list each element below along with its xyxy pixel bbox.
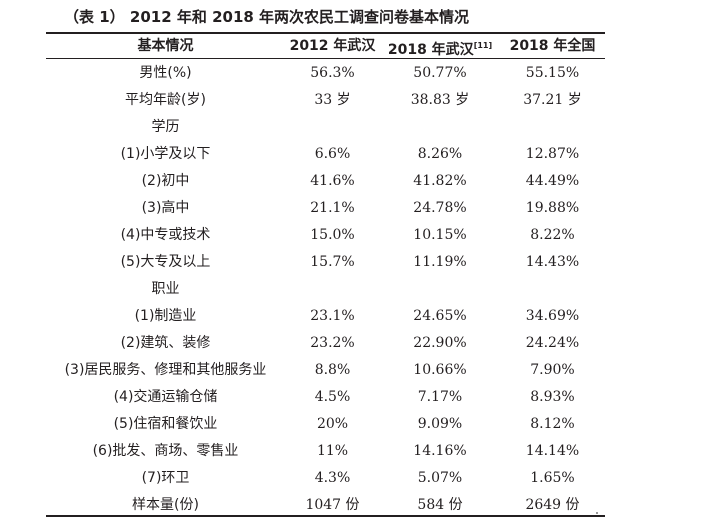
value-2018-national: 55.15% bbox=[525, 65, 580, 81]
table-row: (1)制造业 23.1% 24.65% 34.69% bbox=[46, 303, 605, 330]
value-2018-national: 37.21 岁 bbox=[523, 92, 582, 108]
value-2018-wuhan bbox=[380, 276, 500, 303]
value-2018-national: 14.43% bbox=[525, 254, 580, 270]
value-2018-national: 8.93% bbox=[530, 389, 575, 405]
value-2012-wuhan: 23.1% bbox=[310, 308, 355, 324]
table-row: 男性(%) 56.3% 50.77% 55.15% bbox=[46, 60, 605, 87]
value-2018-wuhan: 24.78% bbox=[413, 200, 467, 216]
value-2012-wuhan: 23.2% bbox=[310, 335, 355, 351]
table-row: (6)批发、商场、零售业 11% 14.16% 14.14% bbox=[46, 438, 605, 465]
value-2012-wuhan: 21.1% bbox=[310, 200, 355, 216]
row-label: (6)批发、商场、零售业 bbox=[92, 443, 239, 459]
row-label: (5)住宿和餐饮业 bbox=[113, 416, 218, 432]
value-2012-wuhan: 20% bbox=[316, 416, 349, 432]
value-2018-national: 34.69% bbox=[525, 308, 580, 324]
value-2018-wuhan: 24.65% bbox=[413, 308, 467, 324]
row-label: (3)居民服务、修理和其他服务业 bbox=[64, 362, 267, 378]
table-body: 男性(%) 56.3% 50.77% 55.15% 平均年龄(岁) 33 岁 38.83 岁… bbox=[46, 60, 605, 519]
row-label: 样本量(份) bbox=[132, 497, 199, 513]
table-row: (2)建筑、装修 23.2% 22.90% 24.24% bbox=[46, 330, 605, 357]
header-2018-wuhan-label: 2018 年武汉 bbox=[387, 42, 474, 58]
value-2018-wuhan: 584 份 bbox=[417, 497, 463, 513]
value-2018-national: 2649 份 bbox=[525, 497, 580, 513]
value-2018-wuhan: 41.82% bbox=[413, 173, 467, 189]
scan-dot bbox=[596, 512, 598, 514]
table-row: (1)小学及以下 6.6% 8.26% 12.87% bbox=[46, 141, 605, 168]
row-label: (7)环卫 bbox=[141, 470, 190, 486]
header-2012-wuhan: 2012 年武汉 bbox=[289, 38, 376, 54]
value-2018-wuhan bbox=[380, 114, 500, 141]
row-label: 男性(%) bbox=[139, 65, 192, 81]
value-2018-national: 12.87% bbox=[525, 146, 580, 162]
table-row: (3)高中 21.1% 24.78% 19.88% bbox=[46, 195, 605, 222]
row-label: 职业 bbox=[151, 281, 180, 297]
table-row: (4)中专或技术 15.0% 10.15% 8.22% bbox=[46, 222, 605, 249]
table-top-rule bbox=[46, 32, 605, 34]
row-label: 平均年龄(岁) bbox=[125, 92, 206, 108]
value-2012-wuhan bbox=[285, 114, 380, 141]
value-2012-wuhan: 4.3% bbox=[314, 470, 351, 486]
value-2018-wuhan: 11.19% bbox=[413, 254, 467, 270]
value-2012-wuhan: 56.3% bbox=[310, 65, 355, 81]
value-2012-wuhan: 15.0% bbox=[310, 227, 355, 243]
table-bottom-rule bbox=[46, 515, 605, 517]
value-2018-national bbox=[500, 114, 605, 141]
table-header-row: 基本情况 2012 年武汉 2018 年武汉[11] 2018 年全国 bbox=[46, 34, 605, 58]
table-row: (2)初中 41.6% 41.82% 44.49% bbox=[46, 168, 605, 195]
table-row: 样本量(份) 1047 份 584 份 2649 份 bbox=[46, 492, 605, 519]
value-2018-national: 19.88% bbox=[525, 200, 580, 216]
header-2018-national: 2018 年全国 bbox=[509, 38, 596, 54]
value-2012-wuhan: 1047 份 bbox=[305, 497, 360, 513]
value-2018-wuhan: 22.90% bbox=[413, 335, 467, 351]
value-2012-wuhan: 6.6% bbox=[314, 146, 351, 162]
value-2018-wuhan: 7.17% bbox=[417, 389, 463, 405]
value-2018-wuhan: 9.09% bbox=[417, 416, 463, 432]
row-label: (3)高中 bbox=[141, 200, 190, 216]
value-2018-wuhan: 8.26% bbox=[417, 146, 463, 162]
value-2012-wuhan: 41.6% bbox=[310, 173, 355, 189]
row-label: (4)交通运输仓储 bbox=[113, 389, 218, 405]
row-label: (5)大专及以上 bbox=[120, 254, 211, 270]
table-caption: （表 1） 2012 年和 2018 年两次农民工调查问卷基本情况 bbox=[64, 8, 470, 26]
value-2018-national: 44.49% bbox=[525, 173, 580, 189]
row-label: (2)初中 bbox=[141, 173, 190, 189]
header-basic-info: 基本情况 bbox=[137, 38, 194, 54]
value-2012-wuhan: 15.7% bbox=[310, 254, 355, 270]
row-label: (4)中专或技术 bbox=[120, 227, 211, 243]
table-row: (7)环卫 4.3% 5.07% 1.65% bbox=[46, 465, 605, 492]
value-2018-national: 8.12% bbox=[530, 416, 575, 432]
row-label: (1)小学及以下 bbox=[120, 146, 211, 162]
value-2018-wuhan: 50.77% bbox=[413, 65, 467, 81]
value-2012-wuhan bbox=[285, 276, 380, 303]
table-row: (3)居民服务、修理和其他服务业 8.8% 10.66% 7.90% bbox=[46, 357, 605, 384]
value-2018-national: 7.90% bbox=[530, 362, 575, 378]
table-row: (5)大专及以上 15.7% 11.19% 14.43% bbox=[46, 249, 605, 276]
value-2018-wuhan: 10.15% bbox=[413, 227, 467, 243]
value-2018-wuhan: 10.66% bbox=[413, 362, 467, 378]
reference-mark: [11] bbox=[473, 41, 493, 50]
value-2012-wuhan: 8.8% bbox=[314, 362, 351, 378]
row-label: (2)建筑、装修 bbox=[120, 335, 211, 351]
value-2012-wuhan: 11% bbox=[316, 443, 349, 459]
value-2012-wuhan: 33 岁 bbox=[314, 92, 351, 108]
value-2018-national: 1.65% bbox=[530, 470, 575, 486]
table-row: 平均年龄(岁) 33 岁 38.83 岁 37.21 岁 bbox=[46, 87, 605, 114]
value-2012-wuhan: 4.5% bbox=[314, 389, 351, 405]
table-row: 职业 bbox=[46, 276, 605, 303]
table-row: 学历 bbox=[46, 114, 605, 141]
header-2018-wuhan: 2018 年武汉[11] bbox=[380, 34, 500, 58]
value-2018-national: 24.24% bbox=[525, 335, 580, 351]
row-label: 学历 bbox=[151, 119, 180, 135]
value-2018-national: 14.14% bbox=[525, 443, 580, 459]
table-header-rule bbox=[46, 58, 605, 59]
value-2018-national bbox=[500, 276, 605, 303]
value-2018-national: 8.22% bbox=[530, 227, 575, 243]
table-row: (5)住宿和餐饮业 20% 9.09% 8.12% bbox=[46, 411, 605, 438]
value-2018-wuhan: 38.83 岁 bbox=[410, 92, 470, 108]
value-2018-wuhan: 5.07% bbox=[417, 470, 463, 486]
table-row: (4)交通运输仓储 4.5% 7.17% 8.93% bbox=[46, 384, 605, 411]
row-label: (1)制造业 bbox=[134, 308, 197, 324]
value-2018-wuhan: 14.16% bbox=[413, 443, 467, 459]
